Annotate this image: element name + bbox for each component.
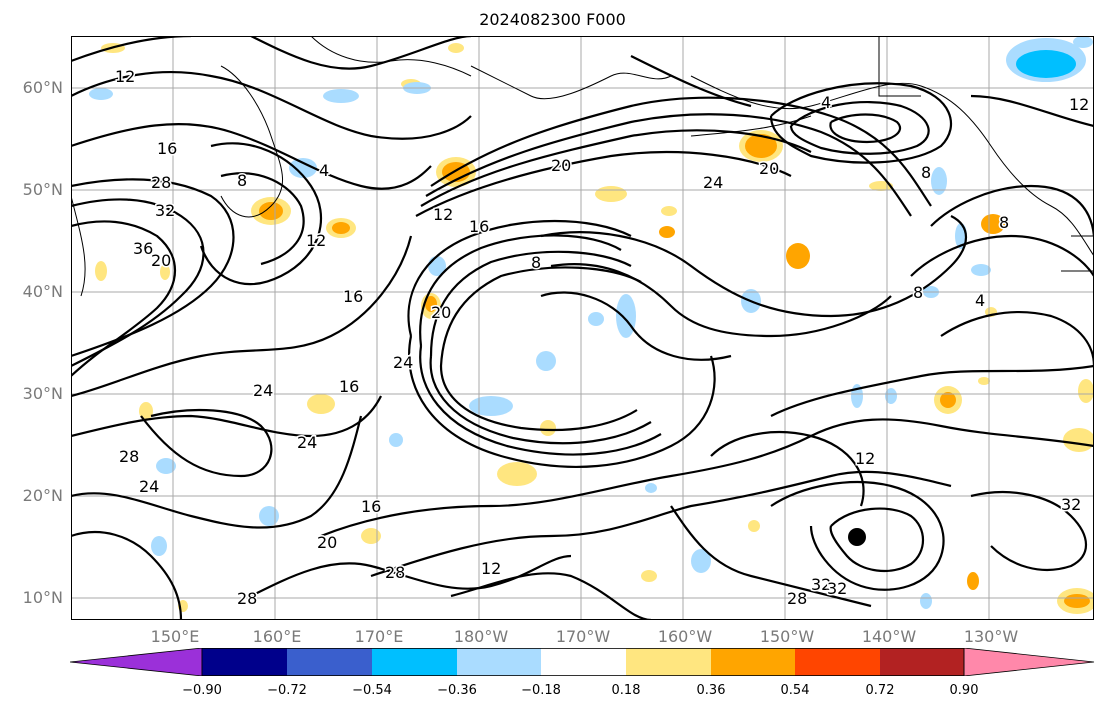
lat-label-60n: 60°N xyxy=(22,78,63,97)
contour-label: 16 xyxy=(361,497,381,516)
contour-label: 28 xyxy=(787,589,807,608)
colorbar-tick: 0.36 xyxy=(696,683,726,698)
contour-label: 20 xyxy=(551,156,571,175)
lat-label-50n: 50°N xyxy=(22,180,63,199)
colorbar-swatch xyxy=(626,648,711,676)
colorbar-tick: 0.18 xyxy=(611,683,641,698)
contour-label: 20 xyxy=(759,159,779,178)
lat-label-30n: 30°N xyxy=(22,384,63,403)
lon-label-160w: 160°W xyxy=(657,627,713,646)
colorbar-swatch xyxy=(711,648,795,676)
contour-label: 4 xyxy=(319,161,329,180)
contour-label: 8 xyxy=(913,283,923,302)
storm-center-marker xyxy=(848,528,866,546)
colorbar-tick: −0.36 xyxy=(437,683,477,698)
contour-label: 32 xyxy=(811,575,831,594)
contour-label: 32 xyxy=(827,579,847,598)
contour-label: 28 xyxy=(119,447,139,466)
shaded-anomalies xyxy=(89,36,1094,614)
lon-label-180w: 180°W xyxy=(453,627,509,646)
contour-label: 24 xyxy=(393,353,413,372)
lat-label-40n: 40°N xyxy=(22,282,63,301)
contour-label: 24 xyxy=(253,381,273,400)
lon-label-150w: 150°W xyxy=(759,627,815,646)
contour-label: 20 xyxy=(431,303,451,322)
contour-label: 24 xyxy=(703,173,723,192)
contour-label: 4 xyxy=(975,291,985,310)
map-frame xyxy=(71,36,1094,620)
lon-label-140w: 140°W xyxy=(861,627,917,646)
contour-label: 12 xyxy=(855,449,875,468)
lon-label-130w: 130°W xyxy=(963,627,1019,646)
contour-label: 4 xyxy=(821,93,831,112)
contour-label: 16 xyxy=(157,139,177,158)
contour-label: 16 xyxy=(469,217,489,236)
contour-label: 16 xyxy=(343,287,363,306)
colorbar-swatch xyxy=(287,648,372,676)
contour-label: 32 xyxy=(155,201,175,220)
contour-label: 28 xyxy=(385,563,405,582)
colorbar-swatch xyxy=(202,648,287,676)
colorbar-swatch xyxy=(795,648,880,676)
contour-label: 16 xyxy=(339,377,359,396)
colorbar-tick: −0.18 xyxy=(521,683,561,698)
lat-label-10n: 10°N xyxy=(22,588,63,607)
lon-label-160e: 160°E xyxy=(252,627,302,646)
colorbar-swatch xyxy=(541,648,626,676)
lon-label-170w: 170°W xyxy=(555,627,611,646)
lon-label-170e: 170°E xyxy=(354,627,404,646)
map-title: 2024082300 F000 xyxy=(479,10,626,29)
contour-label: 8 xyxy=(531,253,541,272)
lon-label-150e: 150°E xyxy=(150,627,200,646)
colorbar-tick: −0.54 xyxy=(352,683,392,698)
map-panel: 12 16 28 32 36 20 8 4 12 20 24 20 16 8 16 20 24 24 16 24 28 2… xyxy=(71,36,1094,620)
contour-label: 28 xyxy=(237,589,257,608)
coastlines xyxy=(71,36,1094,297)
colorbar-tick: 0.90 xyxy=(949,683,979,698)
height-contours xyxy=(71,36,1094,620)
colorbar-extend-low xyxy=(70,648,203,676)
contour-label: 8 xyxy=(921,163,931,182)
graticule xyxy=(71,36,1094,620)
contour-label: 8 xyxy=(999,213,1009,232)
colorbar-tick: −0.72 xyxy=(267,683,307,698)
contour-label: 12 xyxy=(481,559,501,578)
colorbar-swatch xyxy=(372,648,457,676)
colorbar-extend-high xyxy=(963,648,1095,676)
colorbar-tick: 0.72 xyxy=(865,683,895,698)
contour-label: 32 xyxy=(1061,495,1081,514)
contour-label: 12 xyxy=(306,231,326,250)
contour-label: 28 xyxy=(151,173,171,192)
colorbar-tick: 0.54 xyxy=(780,683,810,698)
colorbar-swatch xyxy=(880,648,964,676)
contour-label: 8 xyxy=(237,171,247,190)
colorbar-swatch xyxy=(457,648,541,676)
contour-label: 12 xyxy=(433,205,453,224)
contour-label: 12 xyxy=(1069,95,1089,114)
colorbar xyxy=(70,648,1095,676)
contour-label: 20 xyxy=(151,251,171,270)
contour-label: 12 xyxy=(115,67,135,86)
contour-label: 24 xyxy=(139,477,159,496)
contour-label: 20 xyxy=(317,533,337,552)
colorbar-tick: −0.90 xyxy=(182,683,222,698)
contour-label: 24 xyxy=(297,433,317,452)
lat-label-20n: 20°N xyxy=(22,486,63,505)
contour-label: 36 xyxy=(133,239,153,258)
